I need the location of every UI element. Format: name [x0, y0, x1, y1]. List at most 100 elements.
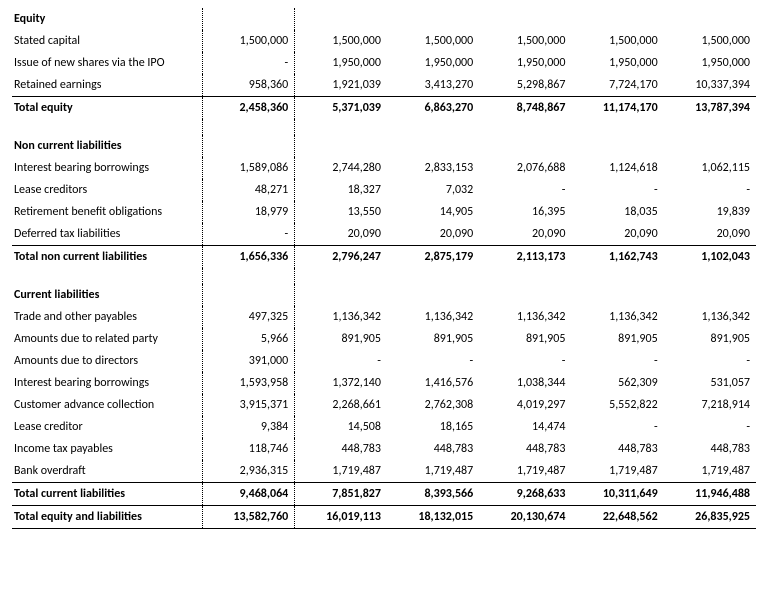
cell-value: - — [664, 179, 756, 201]
cell-value — [387, 284, 479, 306]
cell-value: 1,719,487 — [664, 460, 756, 483]
cell-value: 118,746 — [203, 438, 295, 460]
cell-value: 891,905 — [479, 328, 571, 350]
cell-value: 18,035 — [571, 201, 663, 223]
cell-value: 1,500,000 — [203, 30, 295, 52]
cell-value: 1,136,342 — [295, 306, 387, 328]
cell-value: 448,783 — [664, 438, 756, 460]
table-row: Customer advance collection3,915,3712,26… — [12, 394, 756, 416]
table-row — [12, 119, 756, 135]
cell-value: 7,032 — [387, 179, 479, 201]
row-label: Interest bearing borrowings — [12, 157, 203, 179]
cell-value: 1,136,342 — [571, 306, 663, 328]
cell-value: 2,796,247 — [295, 246, 387, 269]
cell-value — [664, 119, 756, 135]
cell-value: - — [295, 350, 387, 372]
cell-value — [295, 135, 387, 157]
table-row: Deferred tax liabilities-20,09020,09020,… — [12, 223, 756, 246]
cell-value: 8,748,867 — [479, 97, 571, 120]
cell-value: 1,500,000 — [387, 30, 479, 52]
cell-value: 1,593,958 — [203, 372, 295, 394]
cell-value: 9,468,064 — [203, 483, 295, 506]
cell-value — [479, 8, 571, 30]
cell-value: 20,090 — [571, 223, 663, 246]
cell-value: 2,268,661 — [295, 394, 387, 416]
cell-value: 20,130,674 — [479, 506, 571, 529]
cell-value: 19,839 — [664, 201, 756, 223]
cell-value: 48,271 — [203, 179, 295, 201]
table-row: Stated capital1,500,0001,500,0001,500,00… — [12, 30, 756, 52]
cell-value: 5,966 — [203, 328, 295, 350]
cell-value: 11,174,170 — [571, 97, 663, 120]
table-row: Amounts due to related party5,966891,905… — [12, 328, 756, 350]
cell-value: 2,076,688 — [479, 157, 571, 179]
row-label: Non current liabilities — [12, 135, 203, 157]
cell-value: 5,371,039 — [295, 97, 387, 120]
cell-value: 891,905 — [387, 328, 479, 350]
cell-value: 26,835,925 — [664, 506, 756, 529]
row-label: Amounts due to directors — [12, 350, 203, 372]
cell-value — [203, 8, 295, 30]
cell-value: 448,783 — [295, 438, 387, 460]
cell-value: 1,656,336 — [203, 246, 295, 269]
cell-value: 2,833,153 — [387, 157, 479, 179]
cell-value: 891,905 — [571, 328, 663, 350]
cell-value — [664, 135, 756, 157]
cell-value — [203, 268, 295, 284]
cell-value: 391,000 — [203, 350, 295, 372]
cell-value: 2,458,360 — [203, 97, 295, 120]
cell-value: 891,905 — [664, 328, 756, 350]
cell-value: 448,783 — [571, 438, 663, 460]
cell-value: 1,136,342 — [664, 306, 756, 328]
cell-value — [479, 284, 571, 306]
cell-value: - — [203, 223, 295, 246]
cell-value: 7,218,914 — [664, 394, 756, 416]
cell-value: 4,019,297 — [479, 394, 571, 416]
cell-value — [295, 284, 387, 306]
row-label: Interest bearing borrowings — [12, 372, 203, 394]
row-label: Income tax payables — [12, 438, 203, 460]
cell-value — [479, 119, 571, 135]
row-label: Retirement benefit obligations — [12, 201, 203, 223]
cell-value: 1,500,000 — [571, 30, 663, 52]
cell-value: 20,090 — [479, 223, 571, 246]
cell-value: 1,950,000 — [664, 52, 756, 74]
financial-table: EquityStated capital1,500,0001,500,0001,… — [12, 8, 756, 529]
cell-value: 20,090 — [387, 223, 479, 246]
cell-value: 2,744,280 — [295, 157, 387, 179]
cell-value: 18,979 — [203, 201, 295, 223]
cell-value: 2,113,173 — [479, 246, 571, 269]
cell-value — [203, 119, 295, 135]
cell-value: 1,162,743 — [571, 246, 663, 269]
cell-value: 531,057 — [664, 372, 756, 394]
cell-value: - — [571, 350, 663, 372]
cell-value: 9,268,633 — [479, 483, 571, 506]
row-label: Total current liabilities — [12, 483, 203, 506]
cell-value — [479, 135, 571, 157]
row-label: Total non current liabilities — [12, 246, 203, 269]
cell-value: 1,372,140 — [295, 372, 387, 394]
table-row: Total current liabilities9,468,0647,851,… — [12, 483, 756, 506]
cell-value — [387, 119, 479, 135]
cell-value: 9,384 — [203, 416, 295, 438]
cell-value: 5,298,867 — [479, 74, 571, 97]
cell-value: 13,550 — [295, 201, 387, 223]
cell-value: - — [664, 416, 756, 438]
cell-value: 18,327 — [295, 179, 387, 201]
cell-value: 1,719,487 — [479, 460, 571, 483]
table-row: Income tax payables118,746448,783448,783… — [12, 438, 756, 460]
cell-value — [571, 284, 663, 306]
cell-value — [295, 119, 387, 135]
table-row: Interest bearing borrowings1,593,9581,37… — [12, 372, 756, 394]
cell-value: 562,309 — [571, 372, 663, 394]
cell-value — [479, 268, 571, 284]
cell-value: 5,552,822 — [571, 394, 663, 416]
row-label: Total equity and liabilities — [12, 506, 203, 529]
cell-value: 13,787,394 — [664, 97, 756, 120]
cell-value: 448,783 — [387, 438, 479, 460]
cell-value: 958,360 — [203, 74, 295, 97]
row-label: Issue of new shares via the IPO — [12, 52, 203, 74]
cell-value: 1,950,000 — [387, 52, 479, 74]
cell-value: 6,863,270 — [387, 97, 479, 120]
table-row: Total non current liabilities1,656,3362,… — [12, 246, 756, 269]
